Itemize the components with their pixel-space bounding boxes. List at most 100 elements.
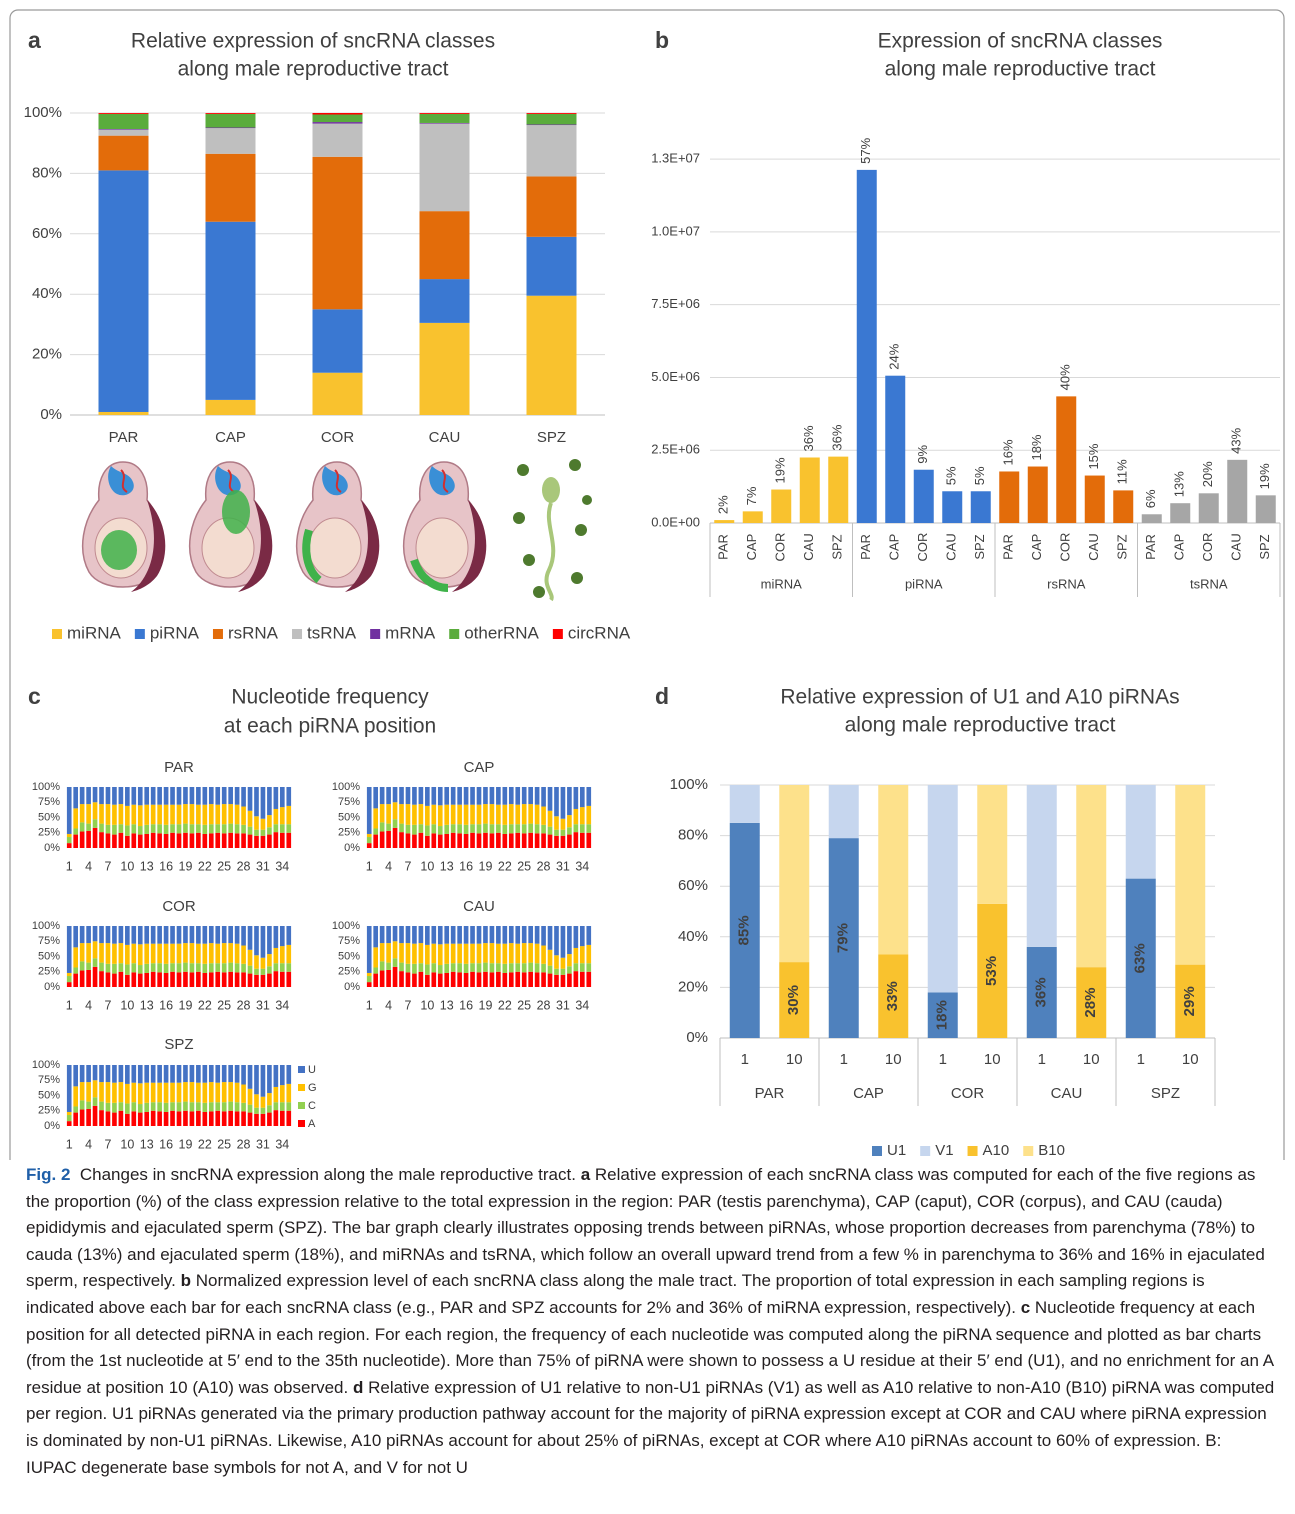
bar-segment: [105, 1065, 111, 1083]
bar-segment: [234, 1065, 240, 1083]
bar-segment: [379, 787, 385, 805]
bar-segment: [208, 926, 214, 944]
bar-segment: [450, 943, 456, 964]
bar-segment: [66, 926, 72, 973]
bar-segment: [183, 1082, 188, 1102]
bar-segment: [279, 787, 285, 808]
x-tick-label: 10: [420, 998, 434, 1012]
bar-segment: [137, 973, 143, 987]
bar: [742, 511, 763, 523]
bar-segment: [379, 943, 385, 962]
bar-segment: [202, 926, 208, 944]
bar-segment: [521, 943, 527, 964]
bar-segment: [373, 828, 379, 835]
bar-segment: [541, 787, 546, 807]
bar-segment: [399, 804, 404, 824]
bar: [714, 520, 735, 523]
bar-segment: [526, 113, 577, 125]
bar-segment: [73, 973, 79, 987]
bar: [885, 375, 906, 523]
legend-label: miRNA: [67, 623, 121, 642]
bar-segment: [386, 962, 391, 970]
x-tick-label: 4: [385, 998, 392, 1012]
bar-segment: [489, 963, 495, 973]
x-tick-label: 7: [104, 998, 111, 1012]
bar-segment: [273, 926, 279, 948]
bar-segment: [476, 943, 482, 964]
x-tick-label: 10: [786, 1051, 803, 1068]
bar-segment: [125, 787, 130, 806]
bar-segment: [444, 963, 450, 973]
bar-segment: [118, 1110, 124, 1126]
bar: [856, 169, 877, 524]
bar-segment: [118, 824, 124, 833]
bar-segment: [137, 805, 143, 827]
subchart-title: COR: [162, 898, 196, 915]
bar-segment: [157, 824, 162, 834]
bar-segment: [279, 807, 285, 825]
bar-segment: [273, 971, 279, 987]
bar-segment: [579, 963, 585, 972]
bar-segment: [215, 1110, 221, 1126]
legend-label: circRNA: [568, 623, 631, 642]
bar-segment: [105, 787, 111, 805]
legend-label: otherRNA: [464, 623, 539, 642]
bar-segment: [526, 295, 577, 415]
caption-key: d: [352, 1377, 364, 1397]
x-tick-label: 1: [66, 1137, 73, 1151]
bar-segment: [66, 843, 72, 848]
bar-segment: [234, 963, 240, 973]
bar-segment: [1026, 946, 1057, 1038]
bar-segment: [66, 833, 72, 838]
bar-segment: [260, 829, 266, 836]
bar-label: 5%: [972, 466, 987, 485]
bar-segment: [131, 824, 137, 834]
bar-segment: [279, 963, 285, 972]
bar-segment: [418, 787, 424, 805]
x-tick-label: CAU: [1229, 533, 1244, 560]
bar-segment: [386, 943, 391, 963]
y-tick-label: 0.0E+00: [651, 514, 700, 529]
bar-segment: [254, 835, 259, 848]
bar-segment: [399, 971, 404, 987]
bar-segment: [366, 787, 372, 834]
bar-segment: [183, 1065, 188, 1083]
bar-segment: [105, 833, 111, 848]
bar-segment: [431, 963, 437, 973]
y-tick-label: 25%: [338, 827, 360, 839]
bar-segment: [431, 943, 437, 964]
bar-segment: [878, 785, 909, 955]
bar-segment: [241, 824, 246, 834]
bar-segment: [247, 1104, 253, 1113]
bar-segment: [73, 1086, 79, 1107]
bar-segment: [392, 958, 398, 967]
bar-segment: [279, 926, 285, 947]
caption-text: Nucleotide frequency at each position fo…: [26, 1297, 1274, 1397]
caption-text: Relative expression of each sncRNA class…: [26, 1165, 1265, 1291]
bar-segment: [157, 963, 162, 973]
bar-segment: [254, 926, 259, 956]
illustrations: [81, 459, 592, 602]
bar-segment: [176, 833, 182, 848]
bar-segment: [79, 1065, 85, 1083]
bar-segment: [105, 824, 111, 834]
bar-segment: [496, 943, 501, 964]
x-tick-label: CAU: [1086, 533, 1101, 560]
x-tick-label: CAP: [744, 534, 759, 561]
bar-segment: [470, 832, 475, 848]
x-tick-label: 10: [1083, 1051, 1100, 1068]
bar-segment: [99, 804, 104, 824]
bar-segment: [444, 804, 450, 825]
bar-segment: [125, 1113, 130, 1126]
bar-segment: [189, 1102, 195, 1112]
legend-swatch: [1023, 1146, 1034, 1156]
bar-segment: [247, 1065, 253, 1089]
bar-segment: [150, 926, 156, 944]
bar-segment: [79, 822, 85, 832]
bar-segment: [157, 833, 162, 848]
bar-segment: [273, 1102, 279, 1111]
x-tick-label: 28: [237, 998, 251, 1012]
bar-segment: [470, 963, 475, 972]
illustration-spz: [513, 459, 592, 602]
